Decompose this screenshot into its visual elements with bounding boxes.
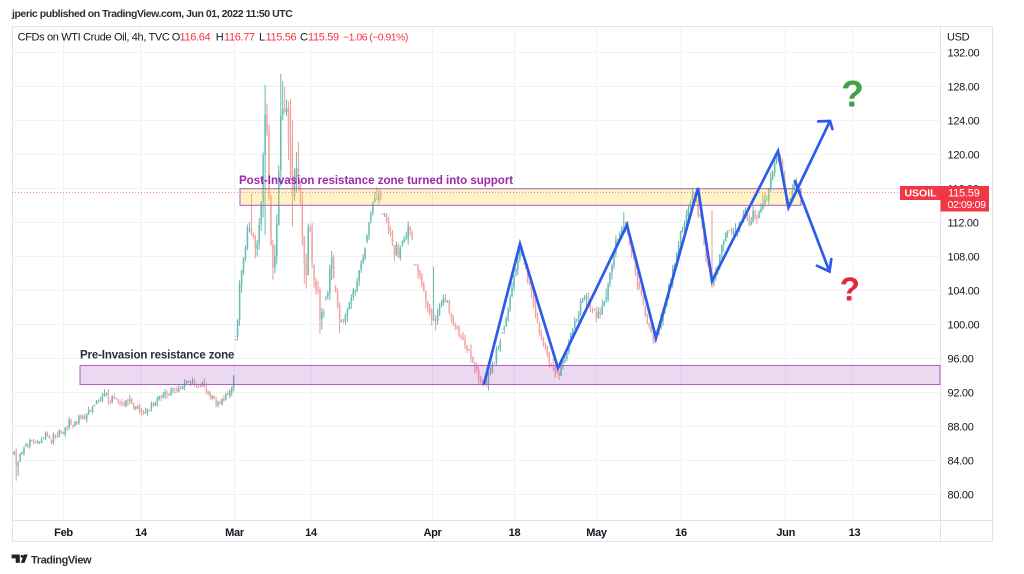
svg-text:Feb: Feb [54, 527, 73, 539]
svg-text:116.64: 116.64 [180, 32, 211, 44]
svg-text:132.00: 132.00 [948, 47, 980, 59]
svg-text:84.00: 84.00 [948, 455, 974, 467]
svg-text:115.59: 115.59 [308, 32, 339, 44]
svg-text:02:09:09: 02:09:09 [948, 199, 987, 211]
svg-text:112.00: 112.00 [948, 217, 979, 229]
svg-text:96.00: 96.00 [948, 353, 974, 365]
svg-text:?: ? [840, 271, 860, 308]
svg-text:16: 16 [675, 527, 687, 539]
svg-text:TradingView: TradingView [31, 555, 92, 567]
svg-text:USD: USD [947, 32, 970, 44]
svg-text:124.00: 124.00 [948, 115, 980, 127]
svg-text:128.00: 128.00 [948, 81, 980, 93]
svg-text:108.00: 108.00 [948, 251, 980, 263]
svg-text:H: H [216, 32, 224, 44]
svg-text:jperic published on TradingVie: jperic published on TradingView.com, Jun… [11, 8, 293, 20]
svg-text:Post-Invasion resistance zone: Post-Invasion resistance zone turned int… [239, 175, 513, 187]
svg-text:13: 13 [849, 527, 861, 539]
svg-text:USOIL: USOIL [904, 188, 937, 200]
svg-text:104.00: 104.00 [948, 285, 980, 297]
svg-text:14: 14 [135, 527, 148, 539]
svg-text:14: 14 [305, 527, 318, 539]
svg-text:18: 18 [509, 527, 521, 539]
svg-text:88.00: 88.00 [948, 421, 974, 433]
svg-text:116.77: 116.77 [224, 32, 255, 44]
svg-text:Pre-Invasion resistance zone: Pre-Invasion resistance zone [80, 350, 234, 362]
svg-text:CFDs on WTI Crude Oil, 4h, TVC: CFDs on WTI Crude Oil, 4h, TVC [18, 32, 170, 44]
svg-text:120.00: 120.00 [948, 149, 980, 161]
svg-text:80.00: 80.00 [948, 489, 974, 501]
svg-text:115.59: 115.59 [948, 188, 980, 200]
svg-text:Jun: Jun [776, 527, 795, 539]
svg-text:115.56: 115.56 [266, 32, 297, 44]
svg-text:Apr: Apr [423, 527, 442, 539]
svg-text:C: C [300, 32, 308, 44]
svg-text:May: May [586, 527, 608, 539]
svg-text:100.00: 100.00 [948, 319, 980, 331]
svg-text:−1.06 (−0.91%): −1.06 (−0.91%) [343, 32, 408, 44]
svg-text:L: L [259, 32, 265, 44]
svg-text:O: O [172, 32, 181, 44]
svg-text:?: ? [841, 74, 864, 115]
svg-text:92.00: 92.00 [948, 387, 974, 399]
svg-text:Mar: Mar [225, 527, 245, 539]
